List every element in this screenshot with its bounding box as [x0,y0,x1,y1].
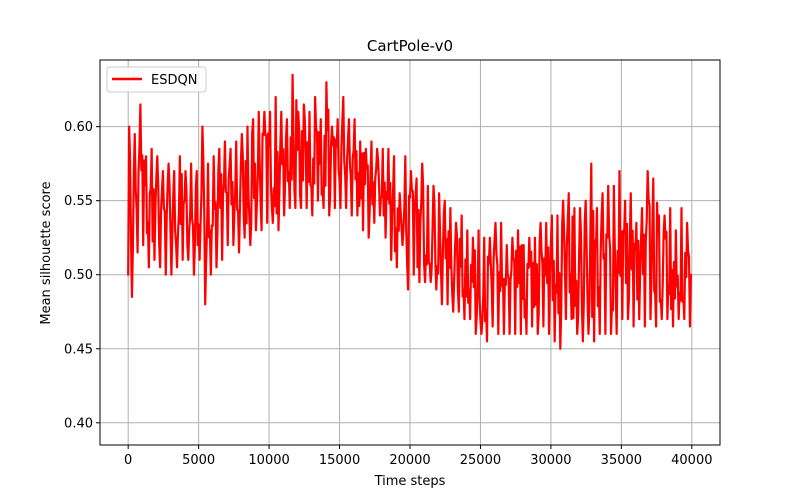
y-axis: 0.40 0.45 0.50 0.55 0.60 [64,120,100,431]
x-tick-label: 0 [124,453,132,468]
series-layer [127,73,692,350]
y-tick-label: 0.55 [64,194,93,209]
y-tick-label: 0.45 [64,342,93,357]
x-tick-label: 25000 [460,453,501,468]
series-line-esdqn [127,73,692,350]
x-tick-label: 20000 [389,453,430,468]
legend-box [106,66,207,93]
x-tick-label: 5000 [182,453,215,468]
y-tick-label: 0.60 [64,120,93,135]
x-tick-label: 10000 [248,453,289,468]
y-tick-label: 0.40 [64,416,93,431]
y-tick-label: 0.50 [64,268,93,283]
x-axis-title: Time steps [374,474,446,489]
x-tick-label: 30000 [530,453,571,468]
x-axis: 0 5000 10000 15000 20000 25000 30000 35000 40000 [124,445,712,468]
legend: ESDQN [106,66,207,93]
x-tick-label: 15000 [319,453,360,468]
chart-title: CartPole-v0 [367,37,453,55]
y-axis-title: Mean silhouette score [39,181,54,324]
x-tick-label: 35000 [601,453,642,468]
legend-label: ESDQN [151,73,197,88]
x-tick-label: 40000 [671,453,712,468]
